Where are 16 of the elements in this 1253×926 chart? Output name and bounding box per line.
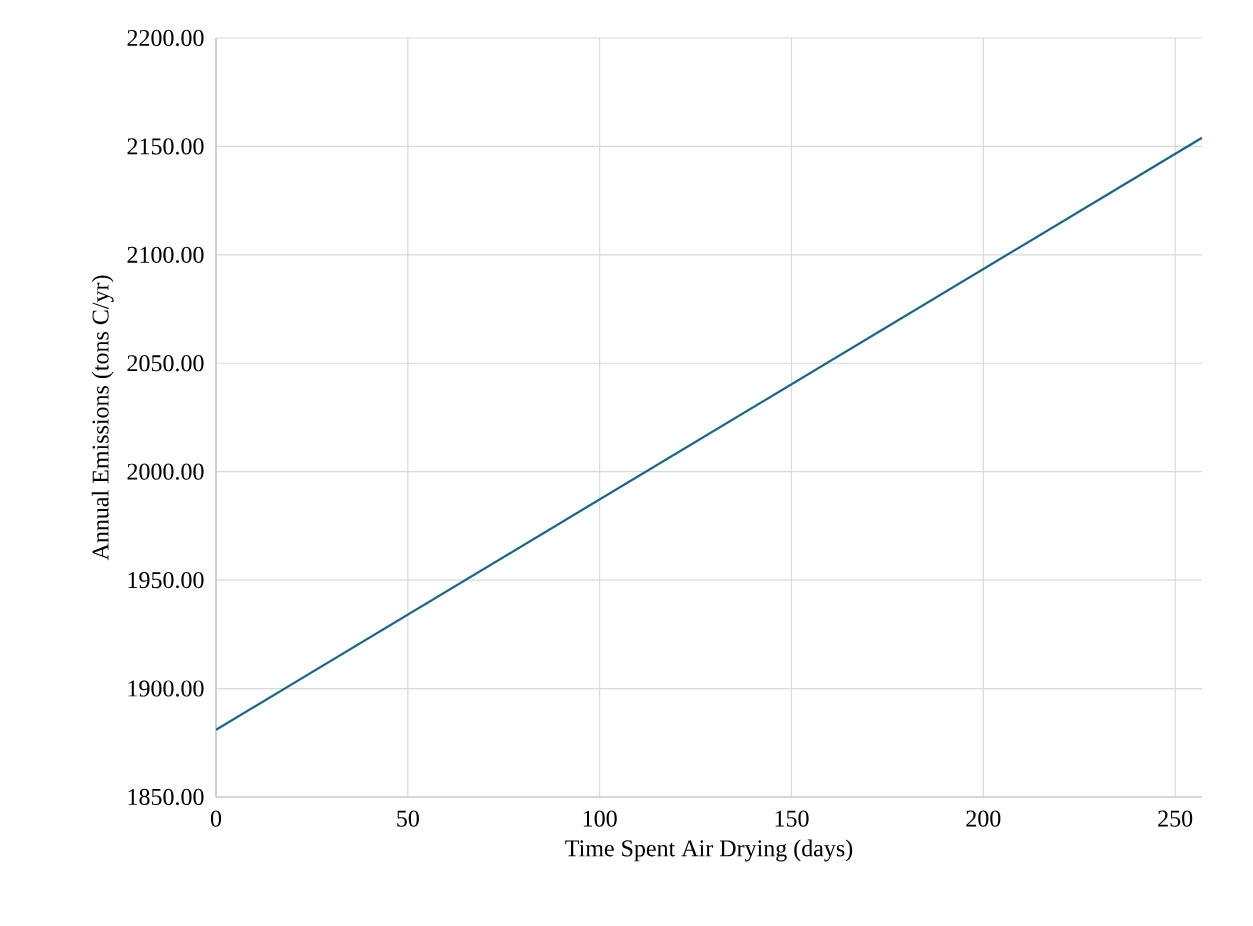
x-tick-label: 50 — [397, 810, 419, 827]
y-tick-label: 1900.00 — [128, 680, 204, 697]
y-tick-label: 2000.00 — [127, 463, 204, 480]
x-tick-label: 100 — [583, 810, 617, 827]
y-tick-label: 2200.00 — [127, 29, 204, 47]
x-tick-label: 0 — [210, 810, 222, 827]
x-tick-label: 250 — [1158, 810, 1193, 827]
y-tick-label: 2150.00 — [127, 138, 204, 155]
y-tick-label: 1950.00 — [128, 571, 204, 589]
x-tick-label: 150 — [775, 810, 809, 827]
y-tick-label: 2100.00 — [127, 246, 204, 263]
x-axis-title: Time Spent Air Drying (days) — [565, 839, 853, 862]
x-tick-label: 200 — [966, 810, 1001, 827]
y-tick-label: 1850.00 — [128, 788, 204, 806]
y-tick-label: 2050.00 — [127, 355, 204, 372]
y-axis-title: Annual Emissions (tons C/yr) — [91, 275, 114, 561]
